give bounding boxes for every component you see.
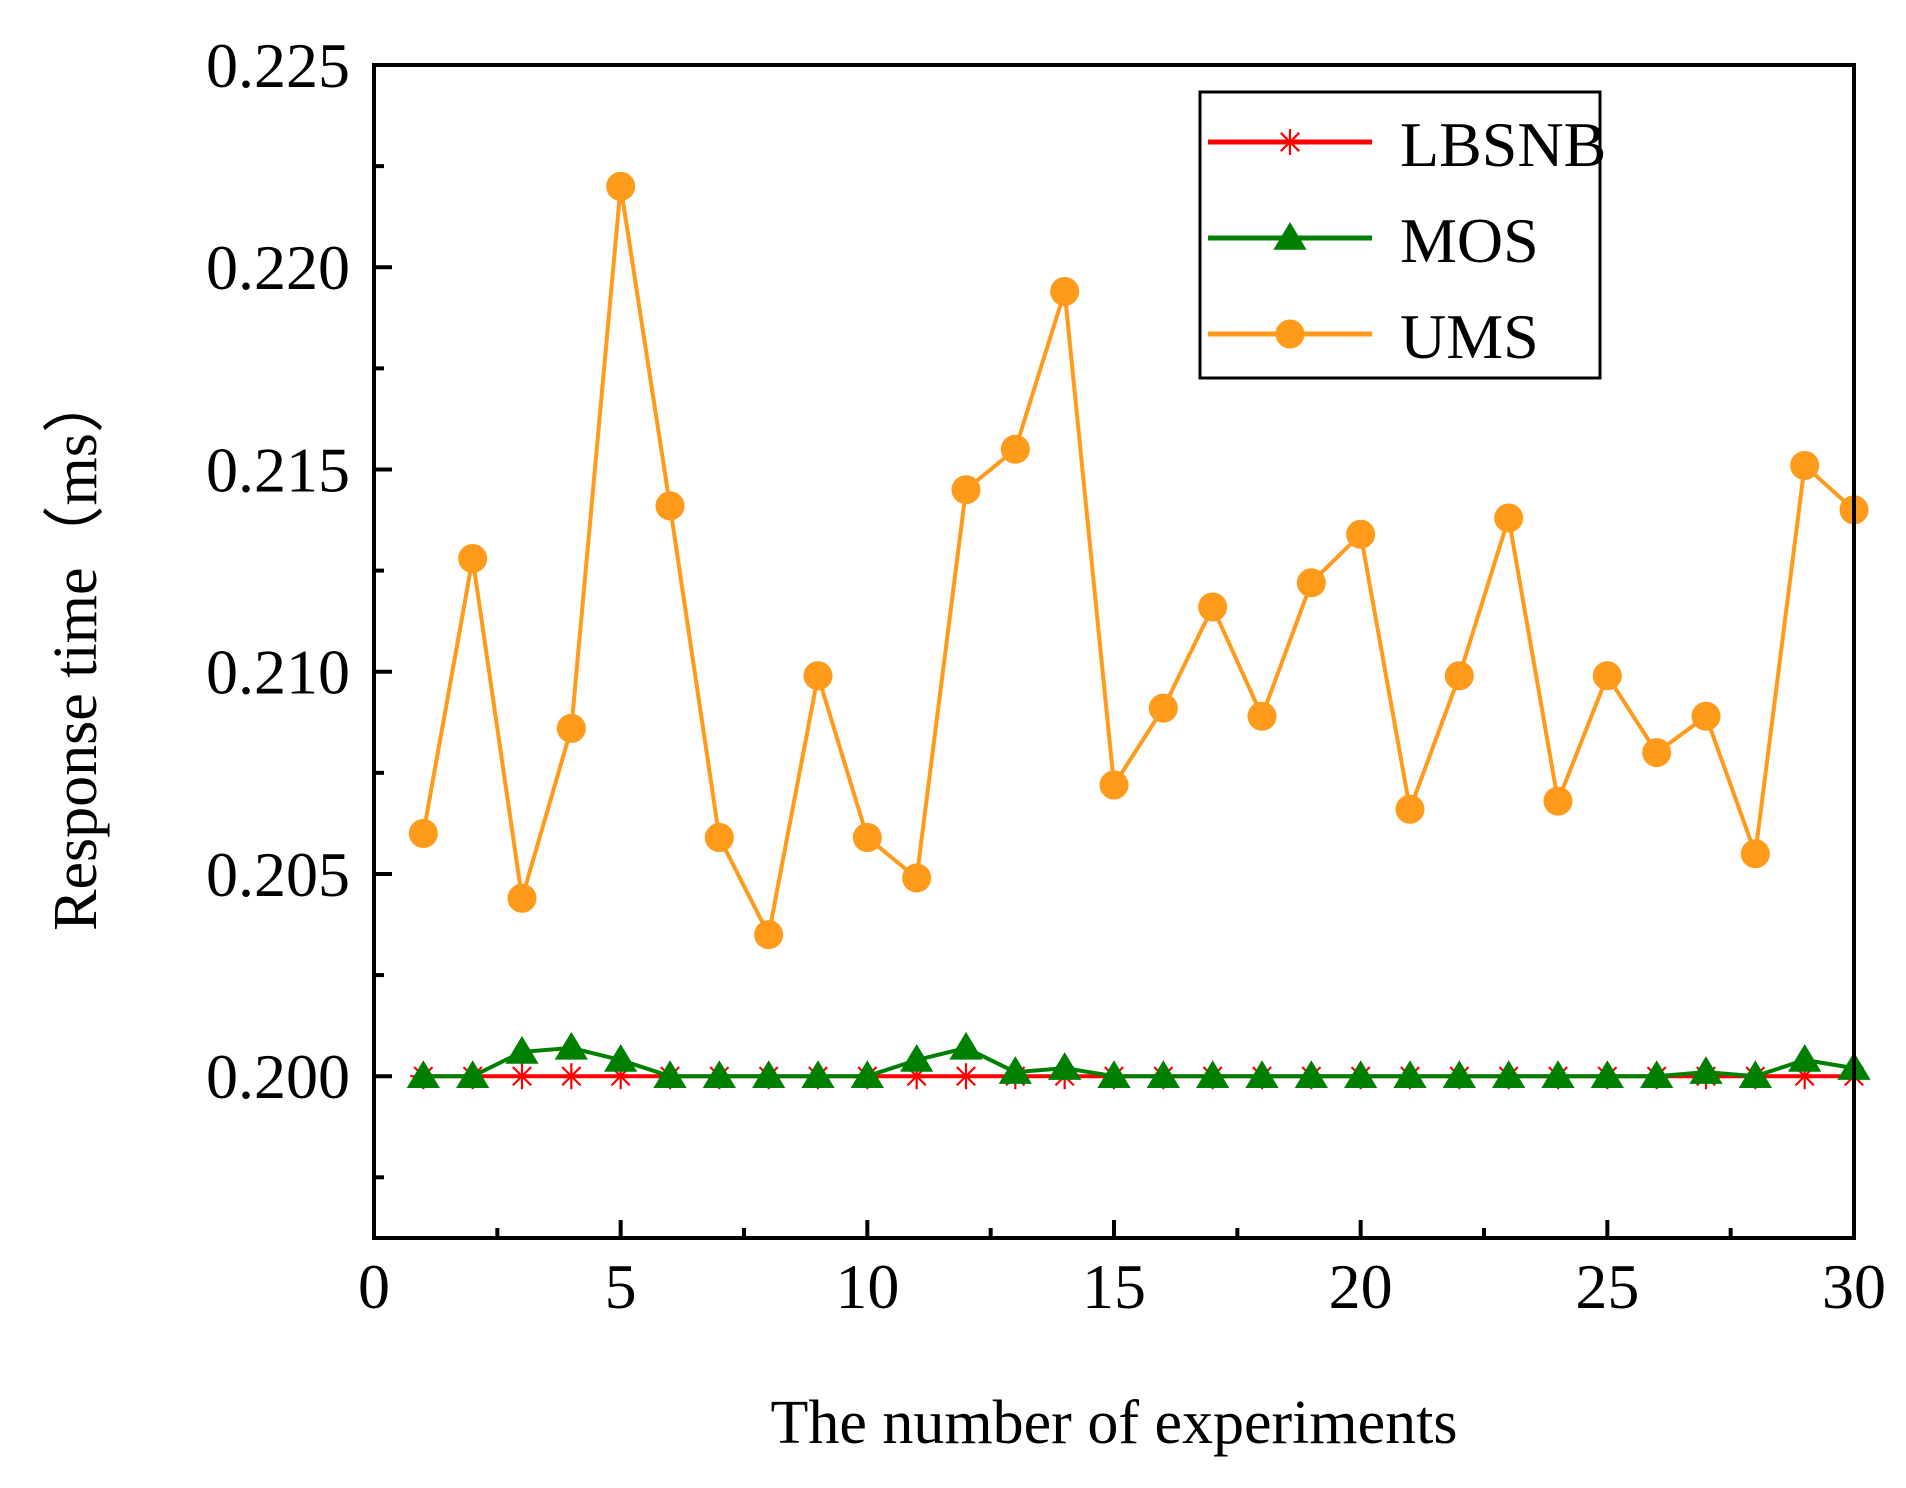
data-point-ums	[951, 475, 981, 505]
x-tick-label: 25	[1575, 1251, 1639, 1322]
data-point-ums	[1395, 794, 1425, 824]
data-point-ums	[458, 543, 488, 573]
legend-label: LBSNB	[1400, 109, 1606, 180]
y-tick-label: 0.200	[206, 1041, 350, 1112]
data-point-mos	[752, 1060, 786, 1088]
series-line-ums	[421, 184, 1856, 937]
data-point-mos	[1344, 1060, 1378, 1088]
data-point-ums	[507, 883, 537, 913]
data-point-ums	[655, 491, 685, 521]
data-point-ums	[803, 661, 833, 691]
data-point-mos	[900, 1044, 934, 1072]
legend-label: UMS	[1400, 301, 1539, 372]
x-tick-label: 0	[358, 1251, 390, 1322]
data-point-ums	[1790, 450, 1820, 480]
data-point-ums	[754, 920, 784, 950]
data-point-mos	[998, 1056, 1032, 1084]
data-point-mos	[653, 1060, 687, 1088]
series-mos	[406, 1031, 1871, 1088]
data-point-mos	[1048, 1052, 1082, 1080]
data-point-mos	[1245, 1060, 1279, 1088]
data-point-ums	[1592, 661, 1622, 691]
x-tick-label: 5	[605, 1251, 637, 1322]
legend-marker	[1277, 129, 1303, 155]
data-point-ums	[1642, 738, 1672, 768]
data-point-mos	[850, 1060, 884, 1088]
data-point-mos	[1788, 1044, 1822, 1072]
data-point-mos	[1590, 1060, 1624, 1088]
data-point-ums	[1543, 786, 1573, 816]
data-point-mos	[505, 1035, 539, 1064]
y-tick-label: 0.225	[206, 30, 350, 101]
data-point-ums	[408, 819, 438, 849]
data-point-lbsnb	[558, 1063, 585, 1090]
data-point-mos	[1689, 1056, 1723, 1084]
y-tick-label: 0.205	[206, 839, 350, 910]
x-axis-label: The number of experiments	[771, 1389, 1458, 1457]
data-point-lbsnb	[953, 1063, 979, 1090]
legend: LBSNB MOS UMS	[1198, 90, 1606, 380]
y-axis-label: Response time（ms）	[42, 371, 110, 931]
data-point-ums	[1247, 701, 1277, 731]
data-point-ums	[852, 823, 882, 853]
data-point-mos	[1640, 1060, 1674, 1088]
data-point-mos	[604, 1044, 638, 1072]
series-ums	[408, 171, 1869, 950]
data-point-mos	[702, 1060, 736, 1088]
data-point-ums	[1444, 661, 1474, 691]
x-tick-label: 30	[1822, 1251, 1886, 1322]
data-point-ums	[1050, 277, 1080, 307]
data-point-mos	[1196, 1060, 1230, 1088]
data-point-mos	[1442, 1060, 1476, 1088]
data-point-mos	[1492, 1060, 1526, 1088]
data-point-mos	[949, 1031, 983, 1060]
data-point-mos	[1738, 1060, 1772, 1088]
data-point-ums	[704, 823, 734, 853]
legend-item-mos: MOS	[1208, 205, 1539, 276]
legend-marker	[1273, 222, 1307, 250]
data-point-mos	[1393, 1060, 1427, 1088]
y-tick-label: 0.220	[206, 232, 350, 303]
data-point-mos	[1146, 1060, 1180, 1088]
data-point-ums	[902, 863, 932, 893]
data-point-ums	[1000, 434, 1030, 464]
y-tick-label: 0.210	[206, 637, 350, 708]
data-point-ums	[606, 171, 636, 201]
data-point-mos	[1541, 1060, 1575, 1088]
data-point-ums	[1691, 701, 1721, 731]
x-tick-label: 10	[835, 1251, 899, 1322]
data-point-mos	[1294, 1060, 1328, 1088]
legend-item-lbsnb: LBSNB	[1208, 109, 1606, 180]
data-point-ums	[1740, 839, 1770, 869]
x-tick-label: 20	[1329, 1251, 1393, 1322]
data-point-mos	[456, 1060, 490, 1088]
legend-label: MOS	[1400, 205, 1539, 276]
data-point-mos	[1097, 1060, 1131, 1088]
data-point-ums	[1148, 693, 1178, 723]
data-point-ums	[1099, 770, 1129, 800]
data-point-ums	[1198, 592, 1228, 622]
data-point-ums	[556, 713, 586, 743]
data-point-mos	[406, 1060, 440, 1088]
y-tick-label: 0.215	[206, 434, 350, 505]
data-point-mos	[554, 1031, 588, 1060]
data-point-mos	[801, 1060, 835, 1088]
data-point-ums	[1346, 519, 1376, 549]
data-point-lbsnb	[509, 1063, 535, 1090]
x-tick-label: 15	[1082, 1251, 1146, 1322]
data-point-ums	[1296, 568, 1326, 598]
legend-item-ums: UMS	[1208, 301, 1539, 372]
data-point-ums	[1494, 503, 1524, 533]
legend-marker	[1275, 319, 1305, 349]
